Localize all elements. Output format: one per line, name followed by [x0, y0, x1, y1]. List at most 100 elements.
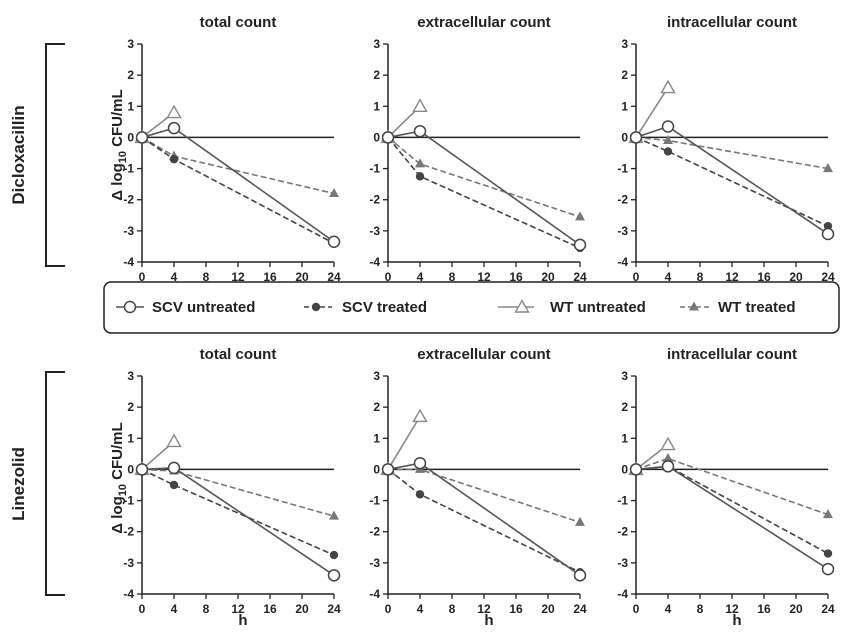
y-tick-label: 0 [127, 130, 134, 144]
x-tick-label: 12 [231, 270, 245, 284]
y-tick-label: -4 [123, 255, 134, 269]
y-tick-label: 2 [621, 400, 628, 414]
x-tick-label: 8 [203, 270, 210, 284]
legend-marker-open-circle [123, 300, 137, 314]
panel-intracellular-count-dicloxacillin: intracellular count 3 2 1 0 -1 -2 -3 -4 0 4 8 12 16 20… [617, 14, 835, 284]
y-axis-label-bottom: Δ log10 CFU/mL [109, 422, 129, 533]
y-tick-label: 3 [127, 369, 134, 383]
y-tick-label: 0 [621, 130, 628, 144]
data-point-scv-untreated [135, 131, 149, 144]
data-point-wt-treated [823, 163, 833, 173]
legend-item-scv-treated: SCV treated [304, 299, 427, 316]
y-tick-label: -2 [369, 525, 380, 539]
row-bracket-linezolid [45, 371, 65, 596]
data-point-scv-untreated [327, 569, 341, 582]
data-point-wt-treated [663, 453, 673, 463]
legend-label-scv-untreated: SCV untreated [152, 299, 255, 316]
series-line-scv-treated [635, 136, 829, 227]
x-tick-label: 12 [725, 602, 739, 616]
x-tick-label: 16 [757, 602, 771, 616]
data-point-wt-treated [415, 158, 425, 168]
row-label-dicloxacillin: Dicloxacillin [9, 105, 28, 204]
data-point-wt-untreated [166, 104, 182, 119]
x-tick-label: 4 [417, 602, 424, 616]
y-tick-label: -2 [123, 193, 134, 207]
data-point-scv-treated [415, 490, 425, 499]
y-tick-label: -1 [617, 494, 628, 508]
x-tick-label: 16 [757, 270, 771, 284]
x-tick-label: 24 [327, 602, 341, 616]
y-tick-label: 3 [621, 37, 628, 51]
y-tick-label: 3 [127, 37, 134, 51]
data-point-scv-untreated [381, 463, 395, 476]
y-tick-label: -4 [123, 587, 134, 601]
x-tick-label: 12 [477, 270, 491, 284]
data-point-wt-untreated [660, 79, 676, 94]
y-tick-label: -1 [369, 162, 380, 176]
y-tick-label: 2 [373, 68, 380, 82]
y-tick-label: -4 [369, 255, 380, 269]
panel-title: total count [200, 14, 277, 31]
data-point-scv-untreated [629, 463, 643, 476]
y-tick-label: 3 [373, 369, 380, 383]
y-tick-label: -3 [369, 224, 380, 238]
data-point-scv-treated [169, 155, 179, 164]
y-tick-label: -3 [617, 556, 628, 570]
x-tick-label: 4 [171, 602, 178, 616]
y-tick-label: 2 [127, 68, 134, 82]
y-tick-label: 2 [127, 400, 134, 414]
panel-title: intracellular count [667, 346, 797, 363]
series-line-scv-untreated [387, 130, 581, 246]
y-tick-label: 1 [621, 99, 628, 113]
x-tick-label: 8 [697, 270, 704, 284]
series-line-wt-treated [635, 457, 829, 516]
y-tick-label: -4 [617, 255, 628, 269]
y-tick-label: -1 [617, 162, 628, 176]
y-tick-label: 3 [373, 37, 380, 51]
legend-item-scv-untreated: SCV untreated [116, 299, 255, 316]
data-point-scv-untreated [167, 461, 181, 475]
series-line-scv-treated [141, 468, 335, 556]
x-tick-label: 0 [633, 270, 640, 284]
y-tick-label: 1 [373, 99, 380, 113]
y-tick-label: 1 [127, 99, 134, 113]
x-tick-label: 8 [203, 602, 210, 616]
legend-marker-open-triangle [514, 299, 530, 313]
x-tick-label: 0 [633, 602, 640, 616]
data-point-wt-untreated [660, 436, 676, 451]
x-tick-label: 8 [449, 270, 456, 284]
x-tick-label: 12 [477, 602, 491, 616]
data-point-wt-untreated [412, 98, 428, 112]
x-tick-label: 24 [573, 270, 587, 284]
x-tick-label: 20 [295, 602, 309, 616]
x-tick-label: 20 [541, 602, 555, 616]
data-point-scv-treated [329, 550, 339, 560]
x-tick-label: 20 [789, 270, 803, 284]
series-line-wt-untreated [387, 416, 421, 470]
y-tick-label: -3 [123, 224, 134, 238]
panel-total-count-dicloxacillin: total count 3 2 1 0 -1 -2 -3 -4 0 4 8 12 16 20 24 [123, 14, 341, 284]
series-line-scv-treated [387, 136, 581, 249]
data-point-wt-untreated [166, 433, 182, 448]
panel-title: extracellular count [417, 14, 550, 31]
legend-item-wt-untreated: WT untreated [498, 299, 646, 316]
panel-title: extracellular count [417, 346, 550, 363]
x-axis-label-3: h [732, 612, 741, 627]
x-tick-label: 20 [295, 270, 309, 284]
data-point-wt-treated [663, 135, 673, 145]
y-tick-label: -2 [369, 193, 380, 207]
x-tick-label: 8 [449, 602, 456, 616]
data-point-scv-untreated [413, 124, 427, 138]
y-tick-label: -2 [617, 525, 628, 539]
x-tick-label: 24 [573, 602, 587, 616]
legend-item-wt-treated: WT treated [680, 299, 796, 316]
data-point-scv-untreated [167, 121, 181, 135]
y-tick-label: -1 [369, 494, 380, 508]
y-tick-label: 1 [621, 431, 628, 445]
series-line-wt-untreated [635, 87, 669, 138]
x-tick-label: 4 [171, 270, 178, 284]
series-line-scv-untreated [387, 462, 581, 576]
y-tick-label: 1 [373, 431, 380, 445]
y-tick-label: 3 [621, 369, 628, 383]
